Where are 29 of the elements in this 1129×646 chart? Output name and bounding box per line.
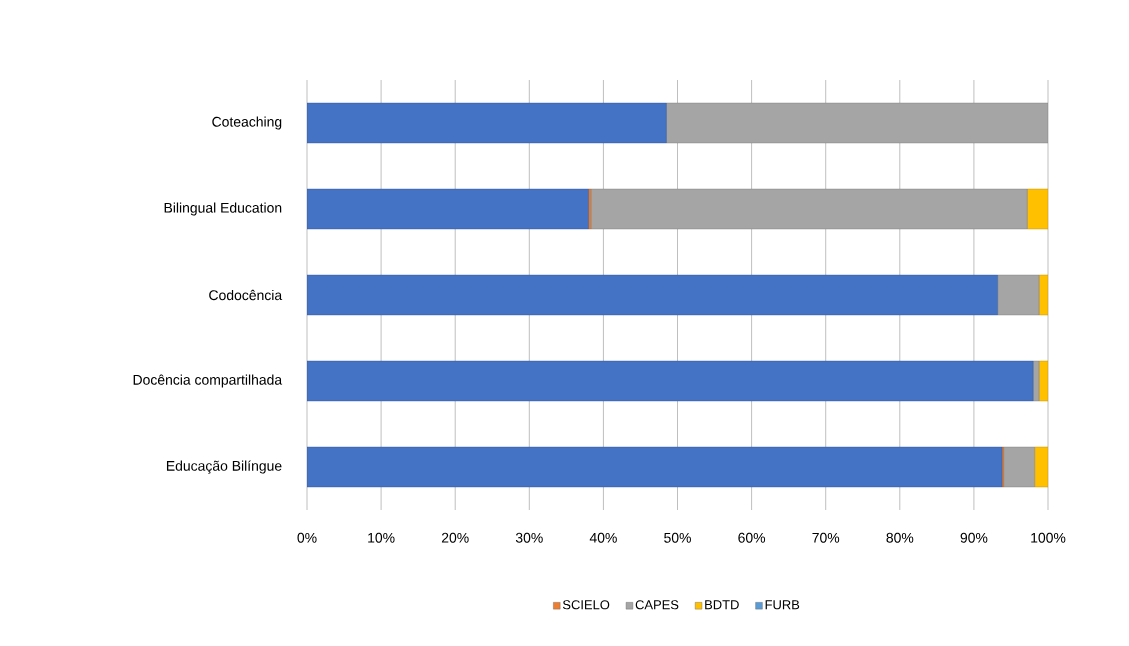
bar (997, 274, 1040, 316)
bar (307, 360, 1034, 402)
legend-label: CAPES (635, 600, 679, 610)
x-tick-label: 90% (960, 532, 988, 543)
x-tick-label: 50% (664, 532, 691, 543)
y-tick-label: Bilingual Education (164, 202, 282, 216)
x-tick-label: 40% (589, 532, 617, 543)
x-tick-label: 20% (441, 532, 469, 543)
x-tick-label: 30% (515, 532, 543, 543)
y-tick-label: Educação Bilíngue (166, 460, 282, 474)
bar (590, 188, 1028, 230)
bar (307, 446, 1003, 488)
x-tick-label: 10% (368, 532, 395, 543)
legend-label: SCIELO (562, 600, 610, 610)
x-tick-label: 70% (812, 532, 840, 543)
x-tick-label: 60% (738, 532, 766, 543)
y-tick-label: Docência compartilhada (133, 374, 283, 388)
bar (666, 102, 1049, 144)
x-tick-label: 100% (1031, 532, 1066, 543)
bar (307, 188, 589, 230)
legend-label: FURB (765, 600, 800, 610)
x-tick-label: 80% (886, 532, 914, 543)
bar (307, 274, 998, 316)
bar (1003, 446, 1035, 488)
legend-label: BDTD (705, 600, 739, 610)
y-tick-label: Coteaching (212, 116, 282, 130)
y-tick-label: Codocência (209, 289, 283, 301)
bar (307, 102, 667, 144)
x-tick-label: 0% (297, 532, 317, 543)
